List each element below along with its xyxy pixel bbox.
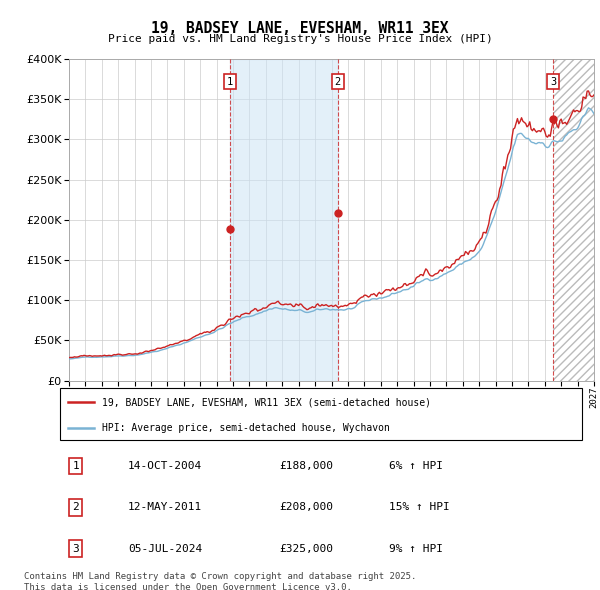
Text: £188,000: £188,000 (279, 461, 333, 471)
Bar (230, 59, 338, 381)
FancyBboxPatch shape (60, 388, 582, 440)
Text: 3: 3 (72, 544, 79, 553)
Text: 14-OCT-2004: 14-OCT-2004 (128, 461, 202, 471)
Text: £208,000: £208,000 (279, 503, 333, 512)
Text: 15% ↑ HPI: 15% ↑ HPI (389, 503, 449, 512)
Text: £325,000: £325,000 (279, 544, 333, 553)
Text: 19, BADSEY LANE, EVESHAM, WR11 3EX (semi-detached house): 19, BADSEY LANE, EVESHAM, WR11 3EX (semi… (102, 397, 431, 407)
Text: HPI: Average price, semi-detached house, Wychavon: HPI: Average price, semi-detached house,… (102, 423, 389, 433)
Text: 1: 1 (226, 77, 233, 87)
Text: 1: 1 (72, 461, 79, 471)
Text: 05-JUL-2024: 05-JUL-2024 (128, 544, 202, 553)
Bar (553, 59, 594, 381)
Text: 2: 2 (72, 503, 79, 512)
Text: 19, BADSEY LANE, EVESHAM, WR11 3EX: 19, BADSEY LANE, EVESHAM, WR11 3EX (151, 21, 449, 35)
Bar (553, 59, 594, 381)
Text: 3: 3 (550, 77, 556, 87)
Text: Contains HM Land Registry data © Crown copyright and database right 2025.
This d: Contains HM Land Registry data © Crown c… (24, 572, 416, 590)
Text: 2: 2 (334, 77, 341, 87)
Text: 12-MAY-2011: 12-MAY-2011 (128, 503, 202, 512)
Text: 9% ↑ HPI: 9% ↑ HPI (389, 544, 443, 553)
Text: Price paid vs. HM Land Registry's House Price Index (HPI): Price paid vs. HM Land Registry's House … (107, 34, 493, 44)
Text: 6% ↑ HPI: 6% ↑ HPI (389, 461, 443, 471)
